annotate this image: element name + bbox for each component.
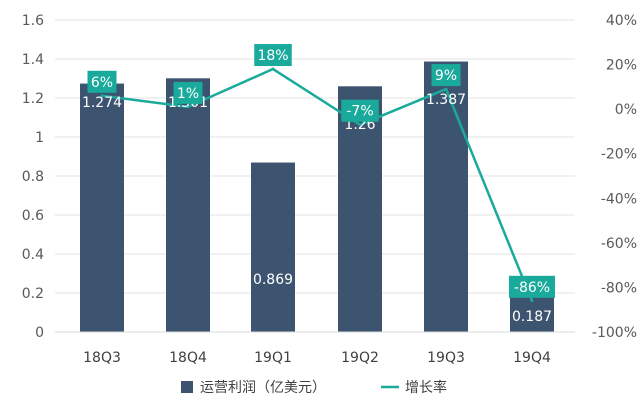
y-left-tick-label: 0.6: [22, 208, 44, 224]
line-series: [100, 67, 534, 303]
y-left-tick-label: 1.6: [22, 13, 44, 29]
rate-label-box: [254, 44, 292, 67]
y-left-tick-label: 0.8: [22, 169, 44, 185]
y-right-tick-label: 20%: [606, 58, 637, 74]
line-point: [358, 123, 362, 127]
rate-value-label: 9%: [435, 68, 457, 84]
bar: [251, 162, 295, 332]
bar: [166, 78, 210, 333]
left-axis: 0 0.2 0.4 0.6 0.8 1 1.2 1.4 1.6: [22, 13, 44, 341]
bar: [424, 61, 468, 332]
y-left-tick-label: 1.4: [22, 52, 44, 68]
y-right-tick-label: -20%: [601, 147, 637, 163]
bar-value-label: 1.274: [82, 95, 122, 111]
rate-value-label: -7%: [346, 104, 373, 120]
line-point: [100, 94, 104, 98]
legend-bar-swatch: [181, 381, 193, 393]
bar-value-label: 0.869: [253, 272, 293, 288]
x-tick-label: 18Q4: [169, 350, 207, 366]
rate-value-label: -86%: [514, 280, 550, 296]
y-right-tick-label: -100%: [592, 325, 637, 341]
line-point: [271, 67, 275, 71]
rate-value-label: 18%: [257, 48, 288, 64]
y-left-tick-label: 1: [35, 130, 44, 146]
x-tick-label: 19Q2: [341, 350, 379, 366]
growth-line: [101, 67, 534, 302]
rate-label-box: [431, 64, 461, 87]
gridlines: [55, 19, 575, 333]
rate-label-box: [173, 81, 203, 104]
rate-value-label: 1%: [177, 86, 199, 102]
y-left-tick-label: 0: [35, 325, 44, 341]
bar-series: [80, 61, 554, 333]
rate-value-label: 6%: [91, 75, 113, 91]
bar: [338, 86, 382, 332]
rate-label-box: [87, 70, 117, 93]
legend: 运营利润（亿美元） 增长率: [181, 379, 447, 396]
line-point: [530, 299, 534, 303]
x-tick-label: 19Q4: [513, 350, 551, 366]
line-point: [186, 105, 190, 109]
y-right-tick-label: 40%: [606, 13, 637, 29]
y-right-tick-label: -80%: [601, 280, 637, 296]
x-tick-label: 19Q3: [427, 350, 465, 366]
rate-data-labels: 6% 1% 18% -7% 9% -86%: [87, 44, 555, 298]
y-left-tick-label: 1.2: [22, 91, 44, 107]
x-axis: 18Q3 18Q4 19Q1 19Q2 19Q3 19Q4: [55, 331, 575, 366]
y-left-tick-label: 0.4: [22, 247, 44, 263]
line-point: [444, 87, 448, 91]
y-right-tick-label: -40%: [601, 191, 637, 207]
rate-label-box: [341, 99, 379, 122]
bar-value-label: 0.187: [512, 309, 552, 325]
x-tick-label: 19Q1: [254, 350, 292, 366]
y-right-tick-label: -60%: [601, 236, 637, 252]
x-tick-label: 18Q3: [83, 350, 121, 366]
legend-bar-label: 运营利润（亿美元）: [200, 380, 326, 396]
bar: [80, 83, 124, 332]
right-axis: -100% -80% -60% -40% -20% 0% 20% 40%: [592, 13, 637, 341]
legend-line-label: 增长率: [405, 379, 447, 396]
rate-label-box: [509, 275, 555, 298]
y-left-tick-label: 0.2: [22, 286, 44, 302]
bar-value-label: 1.387: [426, 92, 466, 108]
y-right-tick-label: 0%: [615, 102, 637, 118]
